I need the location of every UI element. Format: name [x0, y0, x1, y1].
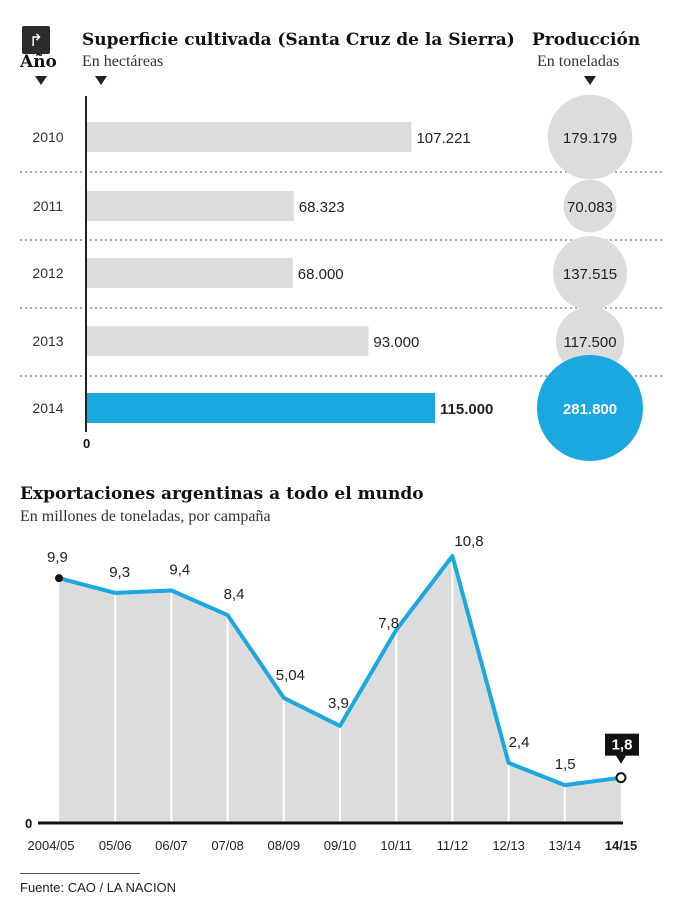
- production-label: 281.800: [563, 401, 617, 418]
- production-bubble: [553, 236, 627, 310]
- exports-callout-label: 1,8: [612, 737, 633, 754]
- exports-area-fill: [59, 556, 621, 822]
- exports-category-label: 10/11: [380, 838, 412, 853]
- exports-category-label: 12/13: [492, 838, 525, 853]
- area-bar: [87, 122, 412, 152]
- year-label: 2012: [32, 265, 63, 281]
- area-bar-label: 68.000: [298, 266, 344, 283]
- area-bar: [87, 393, 435, 423]
- exports-value-label: 8,4: [224, 586, 245, 603]
- exports-category-label: 08/09: [268, 838, 301, 853]
- area-production-chart: 0 107.221 2010 179.179 68.323 2011 70.083 68.00…: [20, 94, 662, 461]
- area-bar-label: 107.221: [416, 130, 470, 147]
- source-note: Fuente: CAO / LA NACION: [20, 880, 177, 895]
- exports-value-label: 9,9: [47, 549, 68, 566]
- exports-chart-title: Exportaciones argentinas a todo el mundo: [20, 484, 424, 504]
- production-bubble: [537, 355, 643, 461]
- exports-category-label: 09/10: [324, 838, 357, 853]
- exports-value-label: 7,8: [378, 615, 399, 632]
- production-bubble: [563, 179, 617, 233]
- area-bar: [87, 326, 369, 356]
- production-unit: En toneladas: [537, 53, 620, 70]
- exports-category-label: 14/15: [605, 838, 638, 853]
- exports-callout-pointer: [616, 755, 626, 764]
- exports-category-label: 05/06: [99, 838, 132, 853]
- year-column-label: Año: [20, 52, 57, 72]
- year-label: 2013: [32, 333, 63, 349]
- exports-value-label: 3,9: [328, 695, 349, 712]
- area-chart-unit: En hectáreas: [82, 53, 164, 70]
- share-arrow-icon[interactable]: ↱: [22, 26, 50, 54]
- area-bar: [87, 258, 293, 288]
- exports-category-label: 2004/05: [28, 838, 75, 853]
- area-bar: [87, 191, 294, 221]
- exports-start-point: [55, 574, 63, 583]
- exports-category-label: 13/14: [549, 838, 582, 853]
- year-label: 2014: [32, 400, 63, 416]
- year-arrow-icon: [35, 76, 47, 85]
- exports-value-label: 9,4: [169, 561, 190, 578]
- area-axis-zero: 0: [83, 436, 90, 451]
- exports-category-label: 06/07: [155, 838, 188, 853]
- production-label: 179.179: [563, 130, 617, 147]
- production-bubble: [547, 94, 633, 180]
- area-bar-label: 68.323: [299, 199, 345, 216]
- exports-category-label: 11/12: [437, 838, 469, 853]
- exports-value-label: 10,8: [454, 533, 483, 550]
- exports-end-point: [615, 772, 627, 784]
- exports-value-label: 5,04: [276, 667, 305, 684]
- exports-line-chart: 0 9,9 9,3 9,4 8,4 5,04 3,9 7,8 10,8 2,4 1,5 1,8 2004…: [25, 533, 639, 853]
- area-arrow-icon: [95, 76, 107, 85]
- area-chart-title: Superficie cultivada (Santa Cruz de la S…: [82, 30, 515, 50]
- year-label: 2010: [32, 129, 63, 145]
- area-bar-label: 93.000: [373, 334, 419, 351]
- production-title: Producción: [532, 30, 641, 50]
- production-arrow-icon: [584, 76, 596, 85]
- production-label: 70.083: [567, 199, 613, 216]
- exports-line: [58, 554, 622, 788]
- year-label: 2011: [33, 198, 63, 214]
- exports-category-label: 07/08: [211, 838, 244, 853]
- exports-chart-subtitle: En millones de toneladas, por campaña: [20, 508, 271, 525]
- source-divider: [20, 873, 140, 874]
- production-label: 117.500: [563, 334, 616, 351]
- exports-value-label: 1,5: [555, 756, 576, 773]
- exports-value-label: 2,4: [509, 734, 530, 751]
- production-label: 137.515: [563, 266, 617, 283]
- exports-callout-box: [605, 733, 639, 756]
- exports-axis-zero: 0: [25, 816, 32, 831]
- exports-value-label: 9,3: [109, 564, 130, 581]
- area-bar-label: 115.000: [440, 401, 493, 418]
